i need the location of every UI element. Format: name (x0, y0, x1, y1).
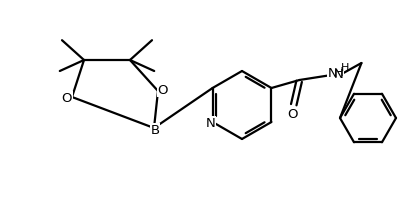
Text: N: N (328, 66, 337, 79)
Text: B: B (150, 123, 160, 136)
Text: O: O (287, 108, 298, 121)
Text: N: N (206, 117, 215, 130)
Text: H: H (341, 63, 349, 73)
Text: O: O (158, 84, 168, 97)
Text: H: H (335, 66, 344, 79)
Text: O: O (62, 92, 72, 104)
Text: N: N (333, 68, 343, 81)
